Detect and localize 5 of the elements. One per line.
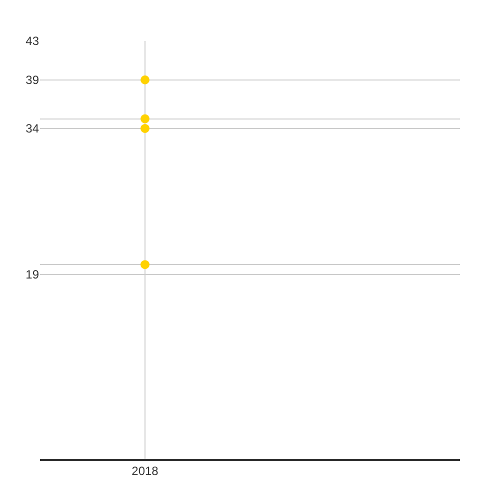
y-tick-label: 19 xyxy=(26,268,40,282)
y-tick-label: 43 xyxy=(26,34,40,48)
y-tick-label: 39 xyxy=(26,73,40,88)
x-tick-label: 2018 xyxy=(132,464,159,478)
y-tick-label: 34 xyxy=(26,122,40,136)
